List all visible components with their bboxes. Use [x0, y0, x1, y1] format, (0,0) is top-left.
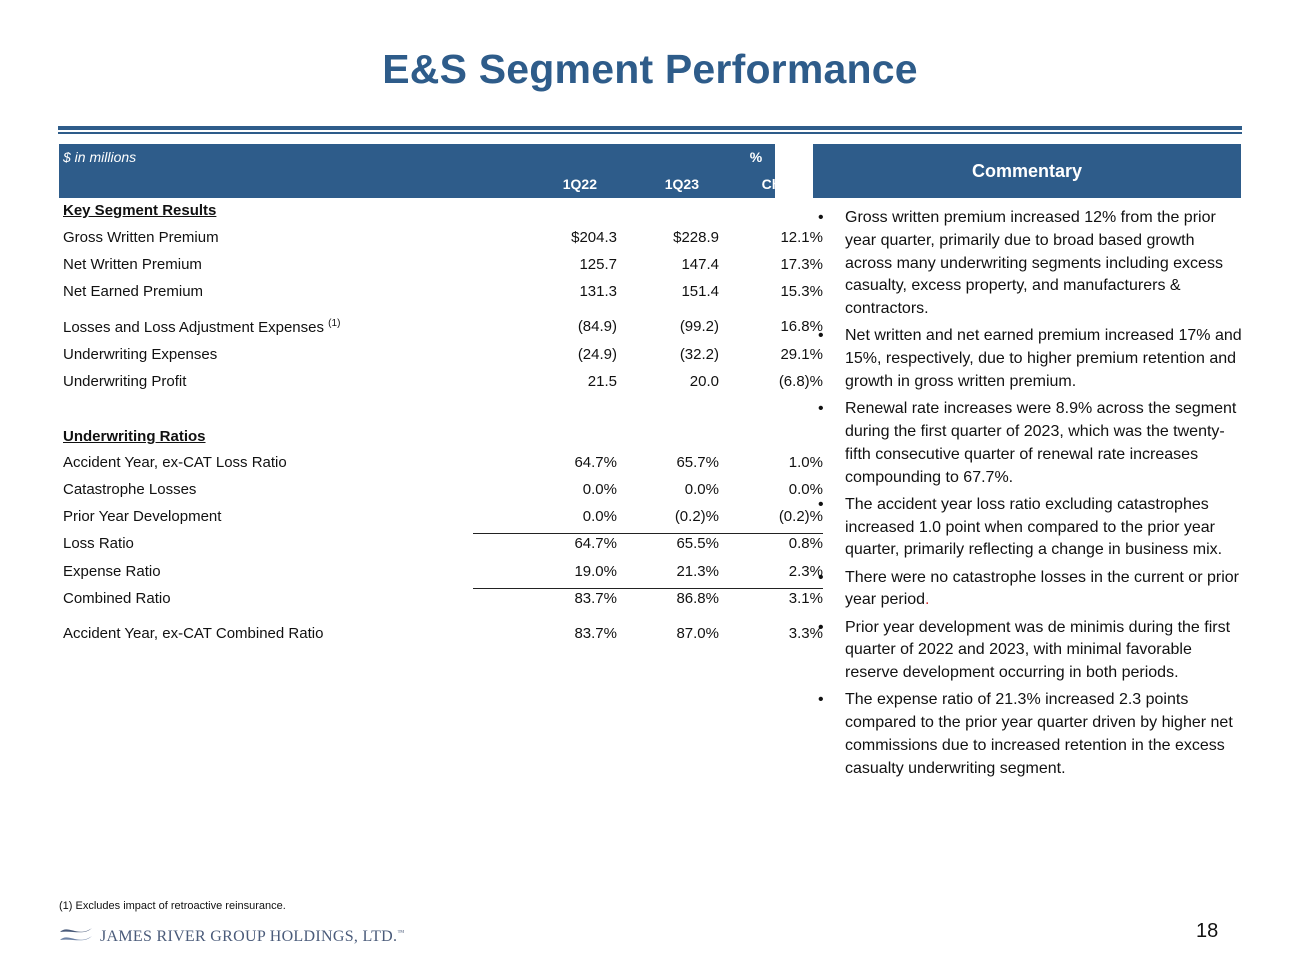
commentary-bullet: • There were no catastrophe losses in the… — [818, 568, 1239, 609]
subtotal-underline — [679, 588, 823, 589]
commentary-bullet: • Net written and net earned premium incr… — [818, 327, 1242, 390]
col-header-1q22: 1Q22 — [562, 176, 597, 192]
commentary-bullet: • The accident year loss ratio excluding … — [818, 495, 1223, 559]
footnote: (1) Excludes impact of retroactive reins… — [59, 900, 286, 912]
table-row: Gross Written Premium $204.3 $228.9 12.1… — [63, 229, 823, 246]
table-row: Expense Ratio 19.0% 21.3% 2.3% — [63, 563, 823, 580]
red-period: . — [925, 591, 930, 609]
company-logo: JAMES RIVER GROUP HOLDINGS, LTD.™ — [58, 922, 405, 952]
table-row: Catastrophe Losses 0.0% 0.0% 0.0% — [63, 481, 823, 498]
table-row: Prior Year Development 0.0% (0.2)% (0.2)… — [63, 508, 823, 525]
subtotal-underline — [473, 533, 617, 534]
table-row: Underwriting Profit 21.5 20.0 (6.8)% — [63, 373, 823, 390]
subtotal-underline — [577, 533, 719, 534]
subtotal-underline — [679, 533, 823, 534]
unit-label: $ in millions — [63, 149, 137, 165]
commentary-bullet: • The expense ratio of 21.3% increased 2.… — [818, 691, 1233, 777]
subtotal-underline — [577, 588, 719, 589]
subtotal-underline — [473, 588, 617, 589]
footnote-marker: (1) — [328, 318, 341, 329]
table-header: $ in millions % 1Q22 1Q23 Change — [59, 144, 813, 198]
table-row: Net Written Premium 125.7 147.4 17.3% — [63, 256, 823, 273]
table-row: Accident Year, ex-CAT Loss Ratio 64.7% 6… — [63, 454, 823, 471]
col-header-1q23: 1Q23 — [664, 176, 699, 192]
table-row: Combined Ratio 83.7% 86.8% 3.1% — [63, 588, 823, 607]
commentary-bullet: • Prior year development was de minimis d… — [818, 618, 1231, 682]
table-row: Losses and Loss Adjustment Expenses (1) … — [63, 318, 823, 336]
commentary-list: • Gross written premium increased 12% fro… — [815, 207, 1245, 785]
commentary-header: Commentary — [813, 144, 1241, 198]
commentary-bullet: • Renewal rate increases were 8.9% across… — [818, 400, 1237, 486]
title-divider-thick — [58, 126, 1242, 130]
commentary-bullet: • Gross written premium increased 12% fro… — [818, 209, 1223, 318]
table-row: Accident Year, ex-CAT Combined Ratio 83.… — [63, 625, 823, 642]
table-row: Underwriting Expenses (24.9) (32.2) 29.1… — [63, 346, 823, 363]
section-header-key-results: Key Segment Results — [63, 202, 217, 219]
page-number: 18 — [1196, 920, 1219, 942]
title-divider-thin — [58, 132, 1242, 134]
logo-text: JAMES RIVER GROUP HOLDINGS, LTD.™ — [100, 928, 405, 945]
river-wave-icon — [60, 928, 92, 941]
table-row: Loss Ratio 64.7% 65.5% 0.8% — [63, 533, 823, 552]
col-header-change: Change — [761, 176, 813, 192]
percent-header: % — [749, 149, 763, 165]
section-header-underwriting-ratios: Underwriting Ratios — [63, 428, 206, 445]
table-row: Net Earned Premium 131.3 151.4 15.3% — [63, 283, 823, 300]
page-title: E&S Segment Performance — [382, 46, 918, 92]
